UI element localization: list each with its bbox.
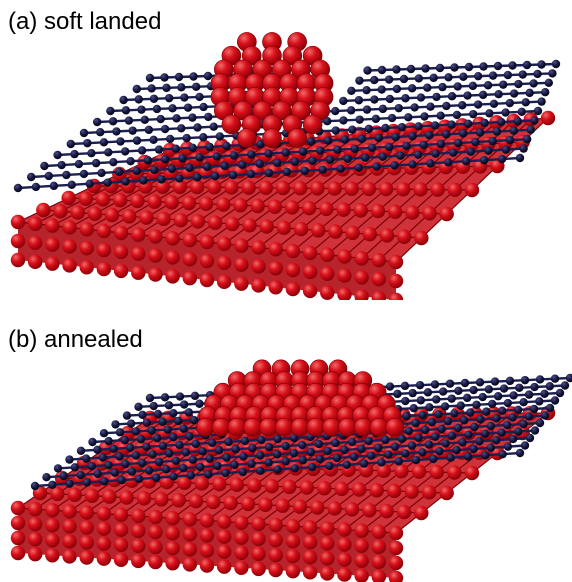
panel-b-label: (b) annealed: [8, 326, 143, 353]
metal-cluster: [196, 359, 404, 437]
metal-cluster: [210, 32, 334, 148]
sheet-layer: [13, 59, 561, 193]
soft-landed-structure-image: [10, 32, 561, 300]
annealed-structure-image: [10, 359, 572, 582]
panel-soft-landed: (a) soft landed: [8, 8, 561, 300]
panel-a-label: (a) soft landed: [8, 8, 162, 35]
panel-annealed: (b) annealed: [0, 318, 572, 582]
